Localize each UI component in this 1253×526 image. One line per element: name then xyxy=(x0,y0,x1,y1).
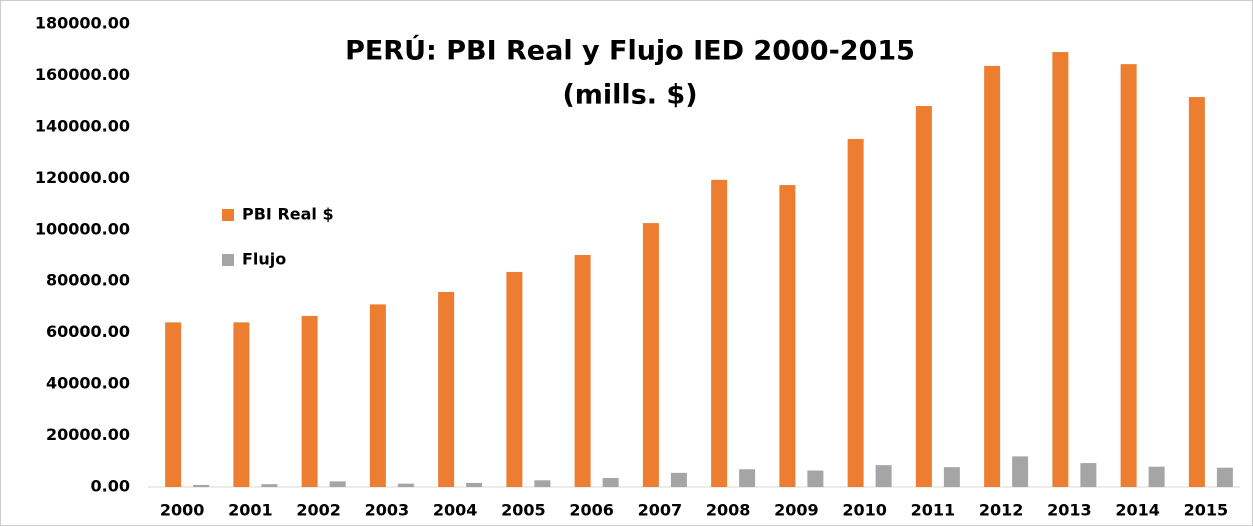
bar xyxy=(875,465,892,487)
x-tick-label: 2009 xyxy=(774,501,819,520)
bar xyxy=(807,470,824,487)
bar xyxy=(1120,64,1137,488)
bar xyxy=(1148,466,1165,487)
bar xyxy=(329,481,346,487)
bar xyxy=(466,482,483,487)
bar xyxy=(506,271,523,487)
bar xyxy=(915,106,932,487)
bar xyxy=(574,254,591,487)
bar xyxy=(1216,467,1233,487)
bar xyxy=(438,292,455,487)
x-tick-label: 2014 xyxy=(1115,501,1160,520)
bar xyxy=(779,185,796,487)
x-tick-label: 2011 xyxy=(911,501,956,520)
chart-subtitle: (mills. $) xyxy=(562,80,697,111)
y-tick-label: 100000.00 xyxy=(35,219,130,238)
bar xyxy=(193,484,210,487)
x-tick-label: 2012 xyxy=(979,501,1024,520)
x-tick-label: 2006 xyxy=(569,501,614,520)
x-tick-label: 2005 xyxy=(501,501,546,520)
x-tick-label: 2010 xyxy=(842,501,887,520)
bar xyxy=(847,138,864,487)
bar xyxy=(1052,52,1069,487)
y-tick-label: 80000.00 xyxy=(46,271,130,290)
legend-swatch xyxy=(222,254,234,266)
bar xyxy=(534,480,551,487)
x-tick-label: 2013 xyxy=(1047,501,1092,520)
y-tick-label: 120000.00 xyxy=(35,168,130,187)
bar xyxy=(670,472,687,487)
chart-title: PERÚ: PBI Real y Flujo IED 2000-2015 xyxy=(345,35,915,67)
legend-label: Flujo xyxy=(242,250,286,269)
bar xyxy=(642,223,659,487)
x-tick-label: 2001 xyxy=(228,501,273,520)
x-tick-label: 2015 xyxy=(1184,501,1229,520)
bar xyxy=(1188,97,1205,487)
legend-swatch xyxy=(222,209,234,221)
bar xyxy=(233,322,250,487)
bar xyxy=(602,477,619,487)
bar xyxy=(943,467,960,487)
bar xyxy=(739,469,756,487)
bar xyxy=(165,322,182,487)
x-tick-label: 2003 xyxy=(365,501,410,520)
y-tick-label: 20000.00 xyxy=(46,425,130,444)
bar xyxy=(984,65,1001,488)
bar xyxy=(301,315,318,487)
bar xyxy=(711,179,728,488)
y-tick-label: 0.00 xyxy=(91,477,130,496)
legend-label: PBI Real $ xyxy=(242,205,334,224)
bar xyxy=(397,483,414,487)
bar xyxy=(369,304,386,487)
y-tick-label: 160000.00 xyxy=(35,65,130,84)
bar xyxy=(1012,456,1029,487)
y-tick-label: 140000.00 xyxy=(35,116,130,135)
bar xyxy=(1080,463,1097,487)
y-tick-label: 180000.00 xyxy=(35,14,130,33)
x-tick-label: 2002 xyxy=(296,501,341,520)
x-tick-label: 2007 xyxy=(638,501,683,520)
x-tick-label: 2004 xyxy=(433,501,478,520)
y-tick-label: 60000.00 xyxy=(46,322,130,341)
y-tick-label: 40000.00 xyxy=(46,374,130,393)
x-tick-label: 2008 xyxy=(706,501,751,520)
bar xyxy=(261,484,278,487)
x-tick-label: 2000 xyxy=(160,501,205,520)
